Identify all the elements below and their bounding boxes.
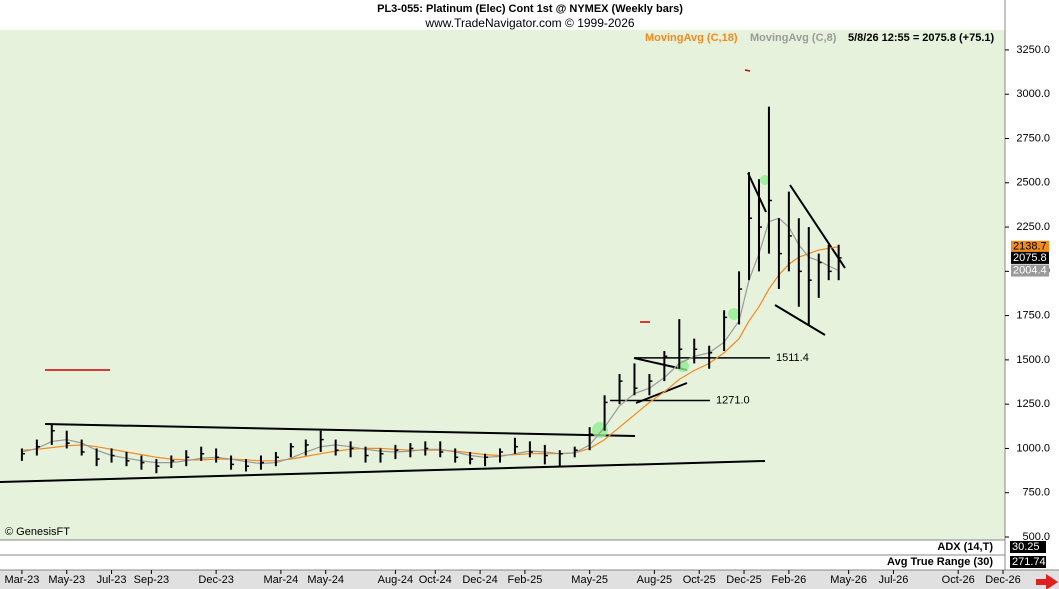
x-tick-label: Jul-26 [878,574,908,586]
y-tick-label: 1750.0 [1016,310,1050,322]
red-mark [744,69,751,72]
y-tick-label: 1000.0 [1016,442,1050,454]
x-tick-label: Aug-25 [637,574,672,586]
last-value: 2138.7 [1013,241,1047,253]
moving-average [21,246,839,462]
x-tick-label: Oct-24 [419,574,452,586]
status: 5/8/26 12:55 = 2075.8 (+75.1) [848,32,995,44]
indicator-name: ADX (14,T) [937,541,993,553]
x-tick-label: Jul-23 [97,574,127,586]
x-tick-label: Dec-23 [198,574,233,586]
x-tick-label: May-24 [307,574,344,586]
x-tick-label: Mar-24 [263,574,298,586]
y-tick-label: 2250.0 [1016,221,1050,233]
legend-entry: MovingAvg (C,8) [750,32,837,44]
x-tick-label: Mar-23 [4,574,39,586]
last-value: 2075.8 [1013,252,1047,264]
y-tick-label: 1250.0 [1016,398,1050,410]
trendline [635,382,688,404]
x-tick-label: May-23 [48,574,85,586]
chart-subtitle: www.TradeNavigator.com © 1999-2026 [424,16,634,30]
chart-title: PL3-055: Platinum (Elec) Cont 1st @ NYME… [377,3,683,15]
x-tick-label: Oct-26 [942,574,975,586]
y-tick-label: 2750.0 [1016,132,1050,144]
x-tick-label: Sep-23 [134,574,169,586]
trendline [0,460,766,483]
indicator-value: 271.74 [1012,556,1046,568]
signal-dot [760,175,770,185]
atr-panel [0,555,1005,570]
red-marks [45,69,751,371]
x-tick-label: Feb-25 [507,574,542,586]
last-value: 2004.4 [1013,264,1047,276]
last-value-box [1011,264,1049,277]
scroll-arrow[interactable] [1036,574,1058,589]
trendline [44,423,636,437]
last-value-box [1011,240,1049,253]
x-tick-label: May-26 [830,574,867,586]
legend-entry: MovingAvg (C,18) [645,32,738,44]
y-tick-label: 3000.0 [1016,88,1050,100]
x-tick-label: Feb-26 [771,574,806,586]
time-axis-band [0,570,1059,589]
indicator-value: 30.25 [1012,541,1040,553]
y-tick-label: 750.0 [1022,487,1050,499]
credit: © GenesisFT [5,526,70,538]
adx-panel [0,540,1005,555]
signal-dot [728,308,740,320]
x-tick-label: Aug-24 [378,574,413,586]
trendlines [0,172,846,483]
y-tick-label: 500.0 [1022,531,1050,543]
y-tick-label: 3250.0 [1016,44,1050,56]
trendline [747,172,767,213]
y-tick-label: 2500.0 [1016,177,1050,189]
x-tick-label: Dec-25 [726,574,761,586]
x-tick-label: Dec-24 [462,574,497,586]
indicator-name: Avg True Range (30) [887,556,993,568]
indicator-value-box [1010,556,1046,568]
price-axis-band [1005,0,1059,570]
level-label: 1271.0 [716,394,750,406]
x-tick-label: Dec-26 [985,574,1020,586]
trendline [789,184,846,269]
x-tick-label: May-25 [571,574,608,586]
signal-dot [592,422,608,438]
level-label: 1511.4 [776,352,809,364]
indicator-value-box [1010,541,1046,553]
y-tick-label: 1500.0 [1016,354,1050,366]
x-tick-label: Oct-25 [683,574,716,586]
trendline [774,304,826,336]
header-band [0,0,1005,30]
last-value-box [1011,251,1049,264]
